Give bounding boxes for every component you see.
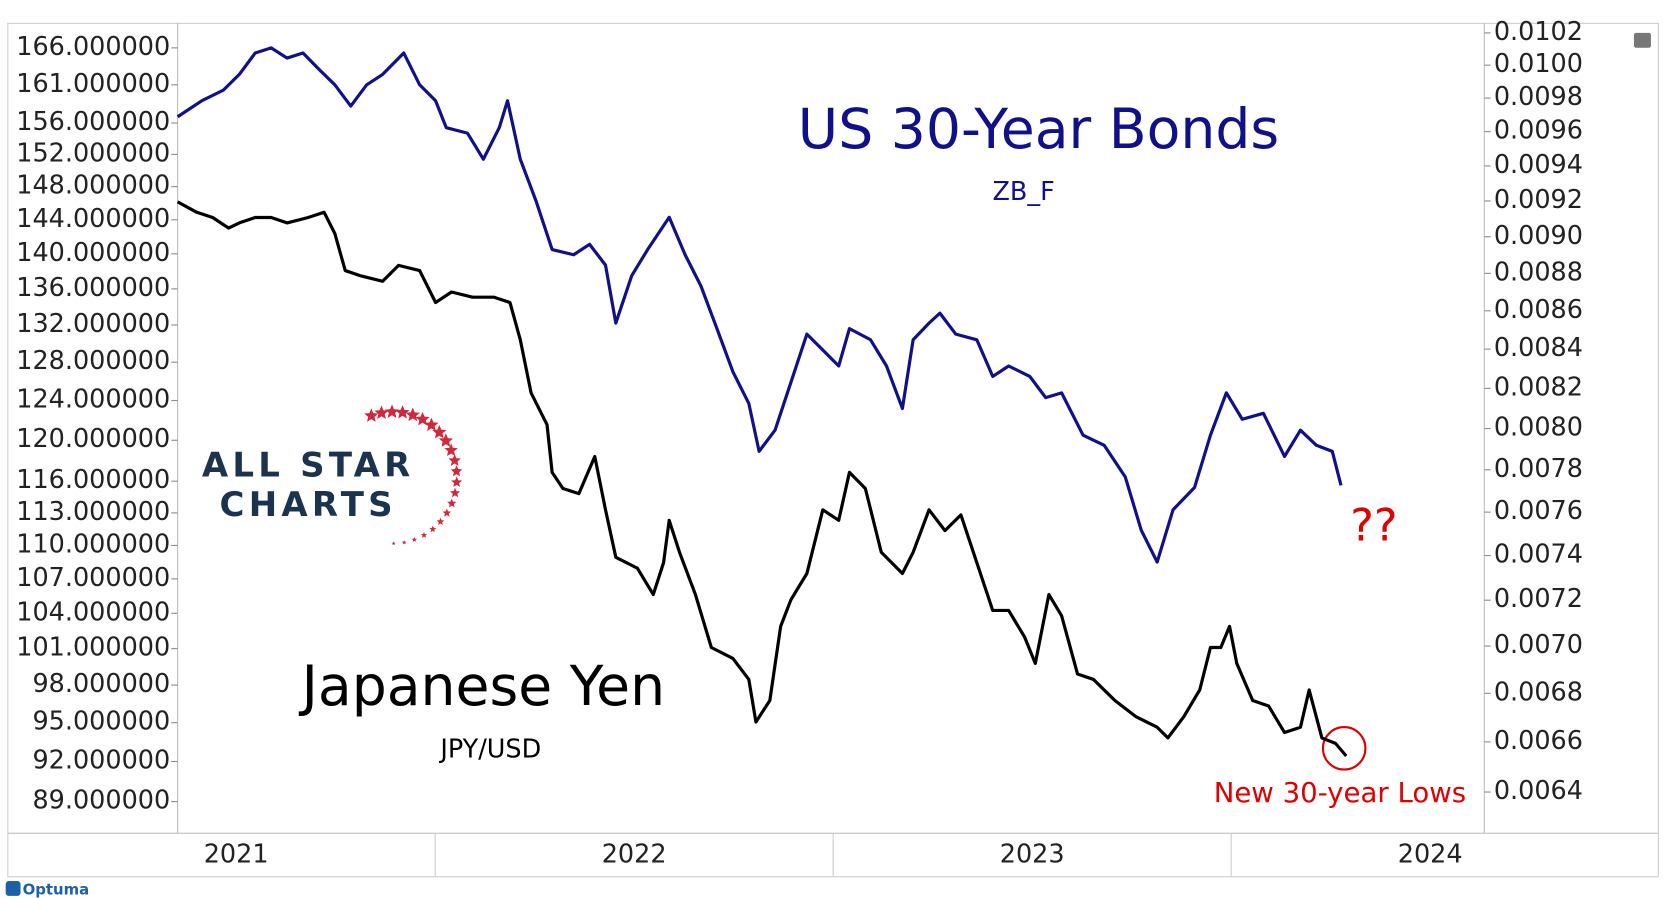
y-tick-label: 140.000000 xyxy=(16,238,170,268)
series-title: Japanese Yen xyxy=(299,655,665,719)
y2-tick-label: 0.0072 xyxy=(1494,584,1583,614)
lock-icon[interactable] xyxy=(1633,32,1651,48)
annotation: New 30-year Lows xyxy=(1214,776,1466,809)
y-tick-label: 136.000000 xyxy=(16,273,170,303)
y2-tick-label: 0.0082 xyxy=(1494,372,1583,402)
logo-star xyxy=(451,476,463,487)
y-tick-label: 104.000000 xyxy=(16,597,170,627)
y2-tick-label: 0.0098 xyxy=(1494,82,1583,112)
logo-star xyxy=(429,525,437,533)
logo-star xyxy=(420,532,427,538)
series-title: US 30-Year Bonds xyxy=(798,98,1279,162)
y-tick-label: 128.000000 xyxy=(16,346,170,376)
logo-star xyxy=(415,411,430,426)
y-tick-label: 101.000000 xyxy=(16,633,170,663)
y2-tick-label: 0.0080 xyxy=(1494,413,1583,443)
y-tick-label: 107.000000 xyxy=(16,563,170,593)
logo-star xyxy=(411,536,417,542)
logo-star xyxy=(432,424,447,439)
logo-star xyxy=(447,498,457,508)
logo: ALL STAR CHARTS xyxy=(202,404,463,546)
y-tick-label: 132.000000 xyxy=(16,309,170,339)
y2-tick-label: 0.0096 xyxy=(1494,116,1583,146)
y2-tick-label: 0.0064 xyxy=(1494,776,1583,806)
y-tick-label: 124.000000 xyxy=(16,385,170,415)
logo-star xyxy=(436,517,445,526)
y2-tick-label: 0.0092 xyxy=(1494,185,1583,215)
y-tick-label: 152.000000 xyxy=(16,138,170,168)
highlight-circle xyxy=(1321,726,1367,771)
x-tick-label: 2023 xyxy=(1000,840,1065,870)
logo-star xyxy=(395,405,410,419)
logo-star xyxy=(401,540,407,545)
logo-star xyxy=(384,404,400,418)
series-line xyxy=(176,200,1348,758)
logo-text: CHARTS xyxy=(220,485,397,525)
logo-star xyxy=(450,487,461,498)
logo-star xyxy=(391,541,396,546)
y2-tick-label: 0.0084 xyxy=(1494,333,1583,363)
y2-tick-label: 0.0102 xyxy=(1494,17,1583,47)
annotation: ZB_F xyxy=(992,177,1054,207)
logo-star xyxy=(444,443,458,457)
y-tick-label: 148.000000 xyxy=(16,171,170,201)
y-tick-label: 166.000000 xyxy=(16,32,170,62)
y2-tick-label: 0.0088 xyxy=(1494,257,1583,287)
y2-tick-label: 0.0090 xyxy=(1494,221,1583,251)
logo-star xyxy=(438,433,453,447)
y2-tick-label: 0.0094 xyxy=(1494,150,1583,180)
y-tick-label: 156.000000 xyxy=(16,107,170,137)
y2-tick-label: 0.0070 xyxy=(1494,630,1583,660)
logo-star xyxy=(448,454,461,466)
y2-tick-label: 0.0074 xyxy=(1494,540,1583,570)
logo-star xyxy=(374,405,389,419)
x-tick-label: 2021 xyxy=(204,840,269,870)
series-line xyxy=(176,46,1343,564)
y-tick-label: 113.000000 xyxy=(16,497,170,527)
logo-star xyxy=(405,407,420,422)
logo-star xyxy=(442,508,452,517)
logo-text: ALL STAR xyxy=(202,446,415,486)
logo-star xyxy=(450,465,463,477)
y-tick-label: 116.000000 xyxy=(16,465,170,495)
y-tick-label: 161.000000 xyxy=(16,69,170,99)
footer: Optuma xyxy=(23,881,89,898)
y2-tick-label: 0.0068 xyxy=(1494,677,1583,707)
y2-tick-label: 0.0078 xyxy=(1494,454,1583,484)
x-tick-label: 2024 xyxy=(1398,840,1463,870)
y-tick-label: 95.000000 xyxy=(32,707,170,737)
y-tick-label: 120.000000 xyxy=(16,424,170,454)
annotation: ?? xyxy=(1350,500,1397,552)
y-tick-label: 110.000000 xyxy=(16,529,170,559)
y-tick-label: 98.000000 xyxy=(32,669,170,699)
y2-tick-label: 0.0076 xyxy=(1494,496,1583,526)
footer-icon xyxy=(5,881,21,896)
x-tick-label: 2022 xyxy=(602,840,667,870)
y-tick-label: 89.000000 xyxy=(32,786,170,816)
annotation: JPY/USD xyxy=(438,734,541,764)
y2-tick-label: 0.0086 xyxy=(1494,295,1583,325)
y-tick-label: 92.000000 xyxy=(32,746,170,776)
logo-star xyxy=(424,417,439,432)
y-tick-label: 144.000000 xyxy=(16,204,170,234)
logo-star xyxy=(364,408,379,422)
y2-tick-label: 0.0066 xyxy=(1494,726,1583,756)
y2-tick-label: 0.0100 xyxy=(1494,49,1583,79)
